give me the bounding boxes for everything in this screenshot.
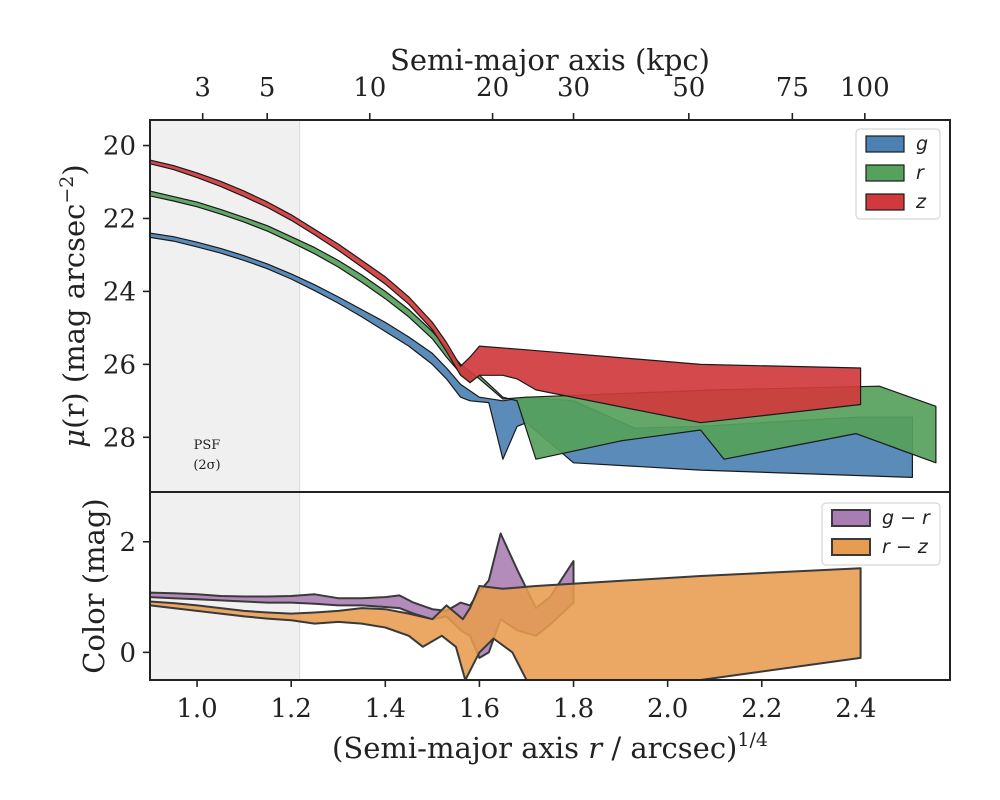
color-y-tick-label: 0 bbox=[119, 638, 136, 668]
y-tick-label: 20 bbox=[103, 132, 136, 162]
psf-shaded-region-color bbox=[149, 491, 301, 681]
x-tick-label: 2.4 bbox=[835, 694, 876, 724]
ylabel-close: ) bbox=[57, 164, 91, 175]
color-y-tick-label: 2 bbox=[119, 528, 136, 558]
xlabel-main: (Semi-major axis bbox=[332, 731, 588, 765]
x-tick-label: 1.6 bbox=[459, 694, 500, 724]
mu-symbol: μ bbox=[57, 429, 91, 448]
x-tick-label: 1.2 bbox=[270, 694, 311, 724]
band-r-minus-z bbox=[150, 567, 862, 680]
surface-brightness-bands bbox=[150, 159, 937, 478]
color-frame bbox=[149, 491, 951, 681]
psf-shaded-region bbox=[149, 119, 301, 493]
x-axis-label: (Semi-major axis r / arcsec)1/4 bbox=[332, 729, 768, 765]
x-tick-label: 1.0 bbox=[176, 694, 217, 724]
x-tick-label: 2.2 bbox=[741, 694, 782, 724]
legend-swatch-g-minus-r bbox=[831, 509, 871, 527]
color-bands bbox=[150, 532, 862, 680]
legend-swatch-z bbox=[865, 193, 905, 211]
y-tick-label: 22 bbox=[103, 204, 136, 234]
y-tick-label: 28 bbox=[103, 423, 136, 453]
x-tick-label: 1.8 bbox=[553, 694, 594, 724]
top-axis-title: Semi-major axis (kpc) bbox=[390, 43, 710, 77]
ylabel-superscript: −2 bbox=[56, 176, 78, 204]
legend-swatch-r bbox=[865, 164, 905, 182]
y-tick-label: 26 bbox=[103, 350, 136, 380]
legend-label-g-minus-r: g − r bbox=[882, 507, 931, 529]
legend-label-r-minus-z: r − z bbox=[882, 536, 929, 558]
legend-label-r: r bbox=[916, 162, 925, 184]
color-ylabel: Color (mag) bbox=[77, 498, 111, 673]
legends: grz g − r r − z bbox=[821, 128, 941, 566]
xlabel-r: r bbox=[588, 731, 604, 765]
band-z bbox=[150, 159, 862, 424]
xlabel-rest: / arcsec) bbox=[602, 731, 737, 765]
psf-sigma-label: (2σ) bbox=[193, 458, 220, 473]
xlabel-superscript: 1/4 bbox=[737, 729, 768, 751]
band-g bbox=[150, 232, 913, 478]
legend-label-g: g bbox=[916, 133, 928, 155]
top-axis-tick-label: 50 bbox=[672, 73, 705, 103]
x-tick-label: 2.0 bbox=[647, 694, 688, 724]
top-axis-tick-label: 30 bbox=[557, 73, 590, 103]
top-axis-tick-label: 5 bbox=[259, 73, 276, 103]
surface-brightness-ylabel: μ(r) (mag arcsec−2) bbox=[56, 164, 91, 447]
ylabel-main: (r) (mag arcsec bbox=[57, 204, 91, 429]
top-axis-tick-label: 10 bbox=[353, 73, 386, 103]
top-axis-tick-label: 100 bbox=[840, 73, 890, 103]
y-tick-label: 24 bbox=[103, 277, 136, 307]
top-axis-tick-label: 75 bbox=[776, 73, 809, 103]
top-axis-tick-label: 3 bbox=[194, 73, 211, 103]
top-axis-tick-label: 20 bbox=[476, 73, 509, 103]
legend-swatch-g bbox=[865, 135, 905, 153]
axis-ticks: 3 5 10 20 30 50 75 100 20 22 24 26 28 0 2 1.0 1.2 1.4 1.6 1… bbox=[103, 73, 890, 724]
legend-swatch-r-minus-z bbox=[831, 538, 871, 556]
legend-label-z: z bbox=[915, 191, 927, 213]
x-tick-label: 1.4 bbox=[365, 694, 406, 724]
psf-label: PSF bbox=[194, 438, 221, 453]
